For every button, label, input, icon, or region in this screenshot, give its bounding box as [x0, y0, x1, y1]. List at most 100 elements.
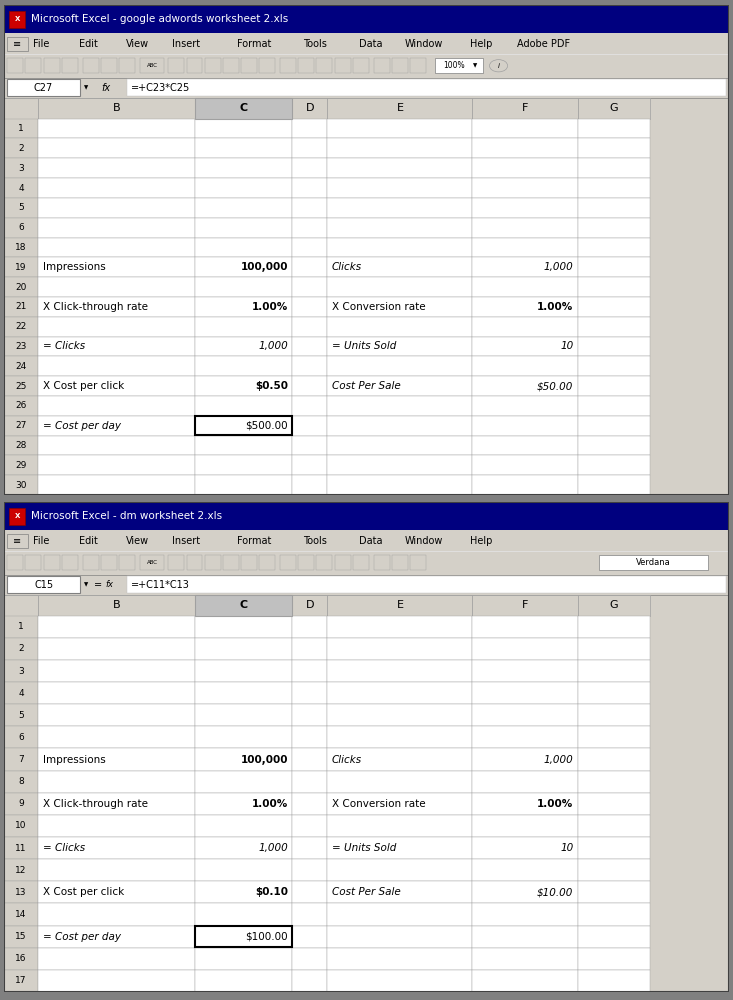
Bar	[194, 638, 292, 660]
Text: 17: 17	[15, 976, 27, 985]
Bar	[4, 793, 39, 815]
Bar	[328, 638, 473, 660]
Text: Edit: Edit	[79, 39, 98, 49]
Bar	[194, 138, 292, 158]
Bar	[259, 58, 275, 73]
Bar	[473, 238, 578, 257]
Text: C: C	[240, 600, 247, 610]
Bar	[328, 416, 473, 436]
Text: 6: 6	[18, 733, 24, 742]
Text: Insert: Insert	[172, 536, 200, 546]
Text: 15: 15	[15, 932, 27, 941]
Text: 25: 25	[15, 382, 27, 391]
Bar	[578, 436, 650, 455]
Bar	[473, 726, 578, 748]
Bar	[39, 158, 194, 178]
Bar	[473, 682, 578, 704]
Bar	[292, 376, 328, 396]
Bar	[473, 297, 578, 317]
Text: = Clicks: = Clicks	[43, 341, 85, 351]
Bar	[473, 436, 578, 455]
Text: = Cost per day: = Cost per day	[43, 932, 121, 942]
Bar	[4, 575, 729, 595]
Text: 10: 10	[560, 843, 573, 853]
Bar	[328, 98, 473, 119]
Text: 6: 6	[18, 223, 24, 232]
Bar	[39, 726, 194, 748]
Text: Window: Window	[405, 536, 443, 546]
Bar	[4, 638, 39, 660]
Bar	[39, 859, 194, 881]
Text: Help: Help	[471, 39, 493, 49]
Bar	[39, 793, 194, 815]
Text: X: X	[15, 16, 20, 22]
Bar	[26, 555, 41, 570]
Bar	[473, 616, 578, 638]
Bar	[101, 58, 117, 73]
Bar	[83, 555, 99, 570]
Bar	[578, 815, 650, 837]
Bar	[328, 948, 473, 970]
Bar	[578, 356, 650, 376]
Text: 100,000: 100,000	[240, 262, 288, 272]
Bar	[280, 555, 296, 570]
Text: D: D	[306, 103, 314, 113]
Text: View: View	[125, 536, 149, 546]
Bar	[473, 881, 578, 903]
Bar	[578, 396, 650, 416]
Bar	[39, 595, 194, 616]
Bar	[292, 178, 328, 198]
Bar	[194, 726, 292, 748]
Bar	[473, 475, 578, 495]
Bar	[194, 218, 292, 238]
Bar	[353, 555, 369, 570]
Bar	[205, 58, 221, 73]
Bar	[392, 58, 408, 73]
Bar	[328, 970, 473, 992]
Bar	[140, 58, 164, 73]
Text: 26: 26	[15, 401, 27, 410]
Text: 20: 20	[15, 283, 27, 292]
Bar	[578, 317, 650, 337]
Bar	[328, 837, 473, 859]
Bar	[578, 926, 650, 948]
Bar	[292, 337, 328, 356]
Bar	[473, 257, 578, 277]
Text: G: G	[610, 103, 618, 113]
Text: $100.00: $100.00	[246, 932, 288, 942]
Bar	[241, 58, 257, 73]
Bar	[4, 138, 39, 158]
Text: 19: 19	[15, 263, 27, 272]
Bar	[292, 257, 328, 277]
Text: fx: fx	[102, 83, 111, 93]
Bar	[292, 416, 328, 436]
Bar	[473, 138, 578, 158]
Bar	[4, 78, 729, 98]
Bar	[4, 238, 39, 257]
Text: 1,000: 1,000	[258, 341, 288, 351]
Bar	[292, 837, 328, 859]
Bar	[4, 356, 39, 376]
Bar	[328, 616, 473, 638]
Bar	[39, 297, 194, 317]
Bar	[39, 616, 194, 638]
Text: Cost Per Sale: Cost Per Sale	[331, 887, 400, 897]
Bar	[169, 58, 185, 73]
Bar	[39, 337, 194, 356]
Text: 22: 22	[15, 322, 26, 331]
Bar	[292, 682, 328, 704]
Bar	[4, 903, 39, 926]
Text: Help: Help	[471, 536, 493, 546]
Bar	[194, 257, 292, 277]
Bar	[4, 859, 39, 881]
Text: Insert: Insert	[172, 39, 200, 49]
Bar	[292, 903, 328, 926]
Bar	[39, 238, 194, 257]
Text: File: File	[33, 536, 49, 546]
Circle shape	[490, 60, 508, 72]
Bar	[578, 98, 650, 119]
Bar	[578, 475, 650, 495]
Bar	[194, 317, 292, 337]
Text: = Clicks: = Clicks	[43, 843, 85, 853]
Text: 3: 3	[18, 164, 24, 173]
